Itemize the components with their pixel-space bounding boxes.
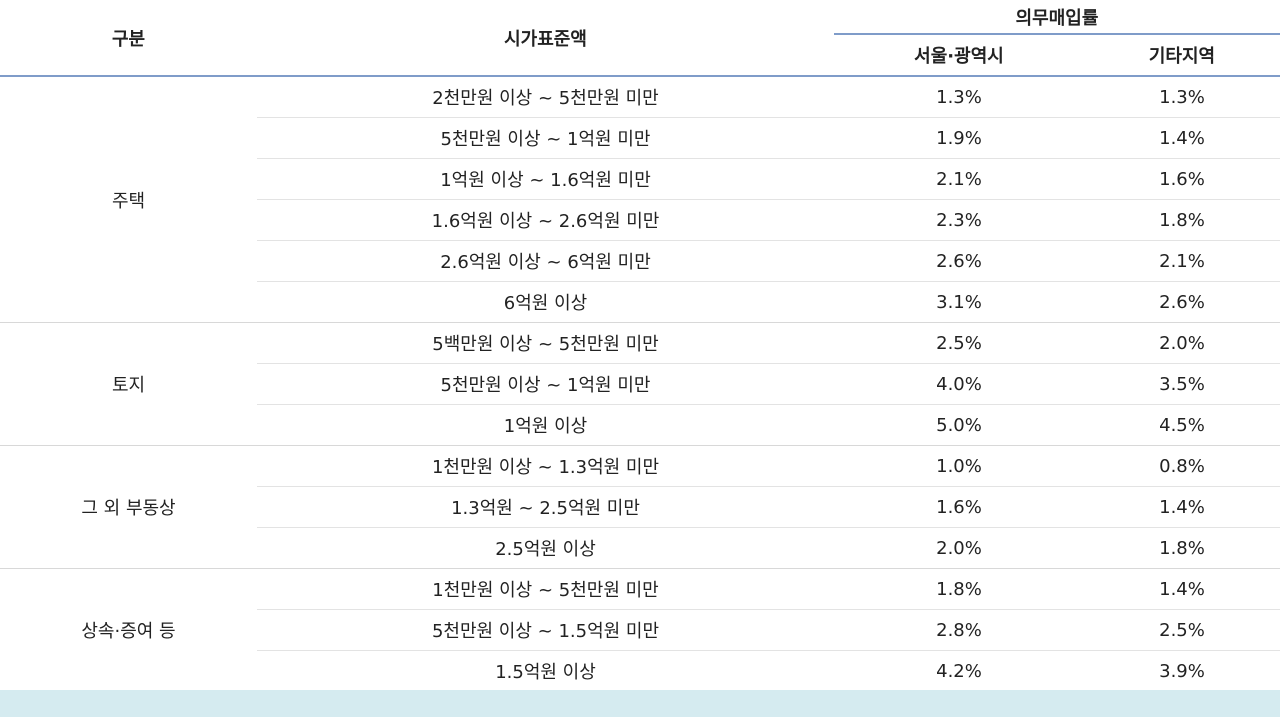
table-row: 토지 5백만원 이상 ~ 5천만원 미만 2.5% 2.0% bbox=[0, 322, 1280, 446]
seoul-rate-cell: 1.0% bbox=[834, 445, 1084, 487]
purchase-rate-table: 구분 시가표준액 의무매입률 서울·광역시 기타지역 주택 2천만원 이상 ~ … bbox=[0, 0, 1280, 692]
header-purchase-rate: 의무매입률 bbox=[834, 0, 1280, 35]
table-row: 1억원 이상 ~ 1.6억원 미만 2.1% 1.6% bbox=[0, 158, 1280, 200]
other-rate-cell: 1.4% bbox=[1084, 486, 1280, 528]
range-cell: 2천만원 이상 ~ 5천만원 미만 bbox=[257, 76, 834, 118]
other-rate-cell: 1.3% bbox=[1084, 76, 1280, 118]
range-cell: 6억원 이상 bbox=[257, 281, 834, 323]
seoul-rate-cell: 1.6% bbox=[834, 486, 1084, 528]
range-cell: 1천만원 이상 ~ 1.3억원 미만 bbox=[257, 445, 834, 487]
header-other-region: 기타지역 bbox=[1084, 34, 1280, 77]
other-rate-cell: 1.6% bbox=[1084, 158, 1280, 200]
table-row: 1.3억원 ~ 2.5억원 미만 1.6% 1.4% bbox=[0, 486, 1280, 528]
other-rate-cell: 2.6% bbox=[1084, 281, 1280, 323]
seoul-rate-cell: 1.3% bbox=[834, 76, 1084, 118]
range-cell: 1.6억원 이상 ~ 2.6억원 미만 bbox=[257, 199, 834, 241]
table-row: 5천만원 이상 ~ 1.5억원 미만 2.8% 2.5% bbox=[0, 609, 1280, 651]
other-rate-cell: 1.8% bbox=[1084, 527, 1280, 569]
range-cell: 2.5억원 이상 bbox=[257, 527, 834, 569]
table-row: 2.5억원 이상 2.0% 1.8% bbox=[0, 527, 1280, 569]
table-row: 1.6억원 이상 ~ 2.6억원 미만 2.3% 1.8% bbox=[0, 199, 1280, 241]
seoul-rate-cell: 5.0% bbox=[834, 404, 1084, 446]
seoul-rate-cell: 4.0% bbox=[834, 363, 1084, 405]
seoul-rate-cell: 3.1% bbox=[834, 281, 1084, 323]
range-cell: 5천만원 이상 ~ 1억원 미만 bbox=[257, 117, 834, 159]
seoul-rate-cell: 1.9% bbox=[834, 117, 1084, 159]
table-row: 5천만원 이상 ~ 1억원 미만 4.0% 3.5% bbox=[0, 363, 1280, 405]
other-rate-cell: 0.8% bbox=[1084, 445, 1280, 487]
header-category: 구분 bbox=[0, 0, 257, 77]
header-seoul-metro: 서울·광역시 bbox=[834, 34, 1084, 77]
other-rate-cell: 2.0% bbox=[1084, 322, 1280, 364]
seoul-rate-cell: 1.8% bbox=[834, 568, 1084, 610]
range-cell: 1억원 이상 bbox=[257, 404, 834, 446]
table-row: 1억원 이상 5.0% 4.5% bbox=[0, 404, 1280, 446]
range-cell: 2.6억원 이상 ~ 6억원 미만 bbox=[257, 240, 834, 282]
seoul-rate-cell: 2.0% bbox=[834, 527, 1084, 569]
range-cell: 1.5억원 이상 bbox=[495, 662, 596, 683]
table-row: 5천만원 이상 ~ 1억원 미만 1.9% 1.4% bbox=[0, 117, 1280, 159]
group-name-land: 토지 bbox=[0, 322, 257, 446]
range-cell: 5천만원 이상 ~ 1억원 미만 bbox=[257, 363, 834, 405]
group-name-housing: 주택 bbox=[0, 76, 257, 323]
other-rate-cell: 2.5% bbox=[1084, 609, 1280, 651]
table-row: 상속·증여 등 1천만원 이상 ~ 5천만원 미만 1.8% 1.4% bbox=[0, 568, 1280, 642]
range-cell: 1.3억원 ~ 2.5억원 미만 bbox=[257, 486, 834, 528]
table-row: 6억원 이상 3.1% 2.6% bbox=[0, 281, 1280, 323]
seoul-rate-cell: 2.5% bbox=[834, 322, 1084, 364]
table-row: 주택 2천만원 이상 ~ 5천만원 미만 1.3% 1.3% bbox=[0, 76, 1280, 323]
group-name-inheritance-gift: 상속·증여 등 bbox=[81, 621, 176, 642]
range-cell: 5천만원 이상 ~ 1.5억원 미만 bbox=[257, 609, 834, 651]
range-cell: 1억원 이상 ~ 1.6억원 미만 bbox=[257, 158, 834, 200]
range-cell: 1천만원 이상 ~ 5천만원 미만 bbox=[257, 568, 834, 610]
other-rate-cell: 1.4% bbox=[1084, 117, 1280, 159]
table-row: 1.5억원 이상 4.2% 3.9% bbox=[0, 651, 1280, 692]
other-rate-cell: 4.5% bbox=[1084, 404, 1280, 446]
other-rate-cell: 3.5% bbox=[1084, 363, 1280, 405]
seoul-rate-cell: 2.3% bbox=[834, 199, 1084, 241]
other-rate-cell: 2.1% bbox=[1084, 240, 1280, 282]
seoul-rate-cell: 2.1% bbox=[834, 158, 1084, 200]
group-name-other-real-estate: 그 외 부동상 bbox=[0, 445, 257, 569]
range-cell: 5백만원 이상 ~ 5천만원 미만 bbox=[257, 322, 834, 364]
table-row: 그 외 부동상 1천만원 이상 ~ 1.3억원 미만 1.0% 0.8% bbox=[0, 445, 1280, 569]
seoul-rate-cell: 2.6% bbox=[834, 240, 1084, 282]
other-rate-cell: 3.9% bbox=[1159, 660, 1205, 682]
seoul-rate-cell: 4.2% bbox=[936, 660, 982, 682]
table-row: 2.6억원 이상 ~ 6억원 미만 2.6% 2.1% bbox=[0, 240, 1280, 282]
footer-band bbox=[0, 690, 1280, 717]
other-rate-cell: 1.8% bbox=[1084, 199, 1280, 241]
other-rate-cell: 1.4% bbox=[1084, 568, 1280, 610]
header-standard-value: 시가표준액 bbox=[257, 0, 834, 77]
seoul-rate-cell: 2.8% bbox=[834, 609, 1084, 651]
